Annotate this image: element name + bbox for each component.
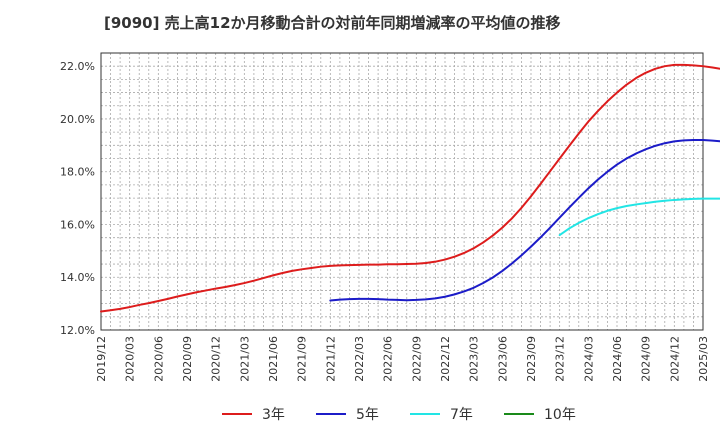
legend-label: 3年 <box>262 407 285 423</box>
y-tick-label: 14.0% <box>60 271 95 284</box>
series-line-3 <box>558 197 720 237</box>
y-axis-ticks: 12.0% 14.0% 16.0% 18.0% 20.0% 22.0% <box>60 60 95 337</box>
legend-label: 10年 <box>544 407 576 423</box>
grid-lines <box>101 53 703 330</box>
x-tick-label: 2022/09 <box>410 336 423 382</box>
plot-area-frame <box>100 52 704 331</box>
x-tick-label: 2024/06 <box>611 336 624 382</box>
legend-label: 5年 <box>356 407 379 423</box>
x-tick-label: 2019/12 <box>95 336 108 382</box>
x-tick-label: 2021/03 <box>238 336 251 382</box>
x-tick-label: 2020/06 <box>152 336 165 382</box>
x-tick-label: 2022/06 <box>382 336 395 382</box>
x-tick-label: 2022/12 <box>439 336 452 382</box>
x-tick-label: 2024/12 <box>668 336 681 382</box>
x-tick-label: 2023/06 <box>496 336 509 382</box>
y-tick-label: 12.0% <box>60 324 95 337</box>
x-tick-label: 2023/03 <box>468 336 481 382</box>
x-tick-label: 2020/03 <box>124 336 137 382</box>
chart-title: [9090] 売上高12か月移動合計の対前年同期増減率の平均値の推移 <box>104 14 561 32</box>
x-tick-label: 2024/09 <box>640 336 653 382</box>
x-tick-label: 2023/09 <box>525 336 538 382</box>
x-tick-label: 2021/12 <box>324 336 337 382</box>
x-tick-label: 2020/12 <box>210 336 223 382</box>
series-lines <box>100 63 720 313</box>
y-tick-label: 22.0% <box>60 60 95 73</box>
y-tick-label: 18.0% <box>60 166 95 179</box>
x-tick-label: 2023/12 <box>554 336 567 382</box>
legend: 3年 5年 7年 10年 <box>222 407 576 423</box>
series-line-1 <box>100 63 720 313</box>
x-tick-label: 2021/06 <box>267 336 280 382</box>
x-axis-ticks: 2019/12 2020/03 2020/06 2020/09 2020/12 2021/… <box>95 336 710 382</box>
y-tick-label: 20.0% <box>60 113 95 126</box>
x-tick-label: 2020/09 <box>181 336 194 382</box>
x-tick-label: 2024/03 <box>582 336 595 382</box>
x-tick-label: 2025/03 <box>697 336 710 382</box>
legend-label: 7年 <box>450 407 473 423</box>
series-line-2 <box>329 139 720 302</box>
y-tick-label: 16.0% <box>60 218 95 231</box>
x-tick-label: 2021/09 <box>296 336 309 382</box>
x-tick-label: 2022/03 <box>353 336 366 382</box>
